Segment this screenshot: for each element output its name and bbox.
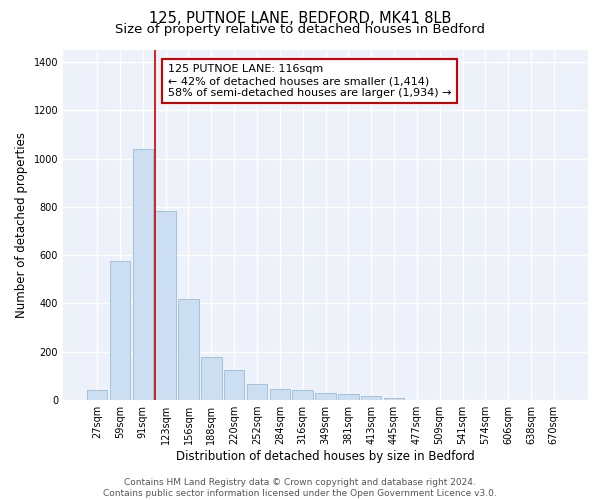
Bar: [269, 389, 290, 400]
Bar: [247, 384, 267, 400]
Bar: [155, 210, 176, 400]
Bar: [201, 356, 221, 400]
Bar: [315, 393, 336, 400]
Bar: [133, 149, 153, 400]
Bar: [338, 394, 359, 400]
Bar: [178, 298, 199, 400]
Text: Size of property relative to detached houses in Bedford: Size of property relative to detached ho…: [115, 22, 485, 36]
Bar: [110, 261, 130, 400]
Bar: [87, 390, 107, 400]
Bar: [361, 396, 382, 400]
X-axis label: Distribution of detached houses by size in Bedford: Distribution of detached houses by size …: [176, 450, 475, 463]
Bar: [224, 370, 244, 400]
Y-axis label: Number of detached properties: Number of detached properties: [15, 132, 28, 318]
Bar: [292, 390, 313, 400]
Text: 125 PUTNOE LANE: 116sqm
← 42% of detached houses are smaller (1,414)
58% of semi: 125 PUTNOE LANE: 116sqm ← 42% of detache…: [168, 64, 451, 98]
Text: 125, PUTNOE LANE, BEDFORD, MK41 8LB: 125, PUTNOE LANE, BEDFORD, MK41 8LB: [149, 11, 451, 26]
Bar: [384, 398, 404, 400]
Text: Contains HM Land Registry data © Crown copyright and database right 2024.
Contai: Contains HM Land Registry data © Crown c…: [103, 478, 497, 498]
